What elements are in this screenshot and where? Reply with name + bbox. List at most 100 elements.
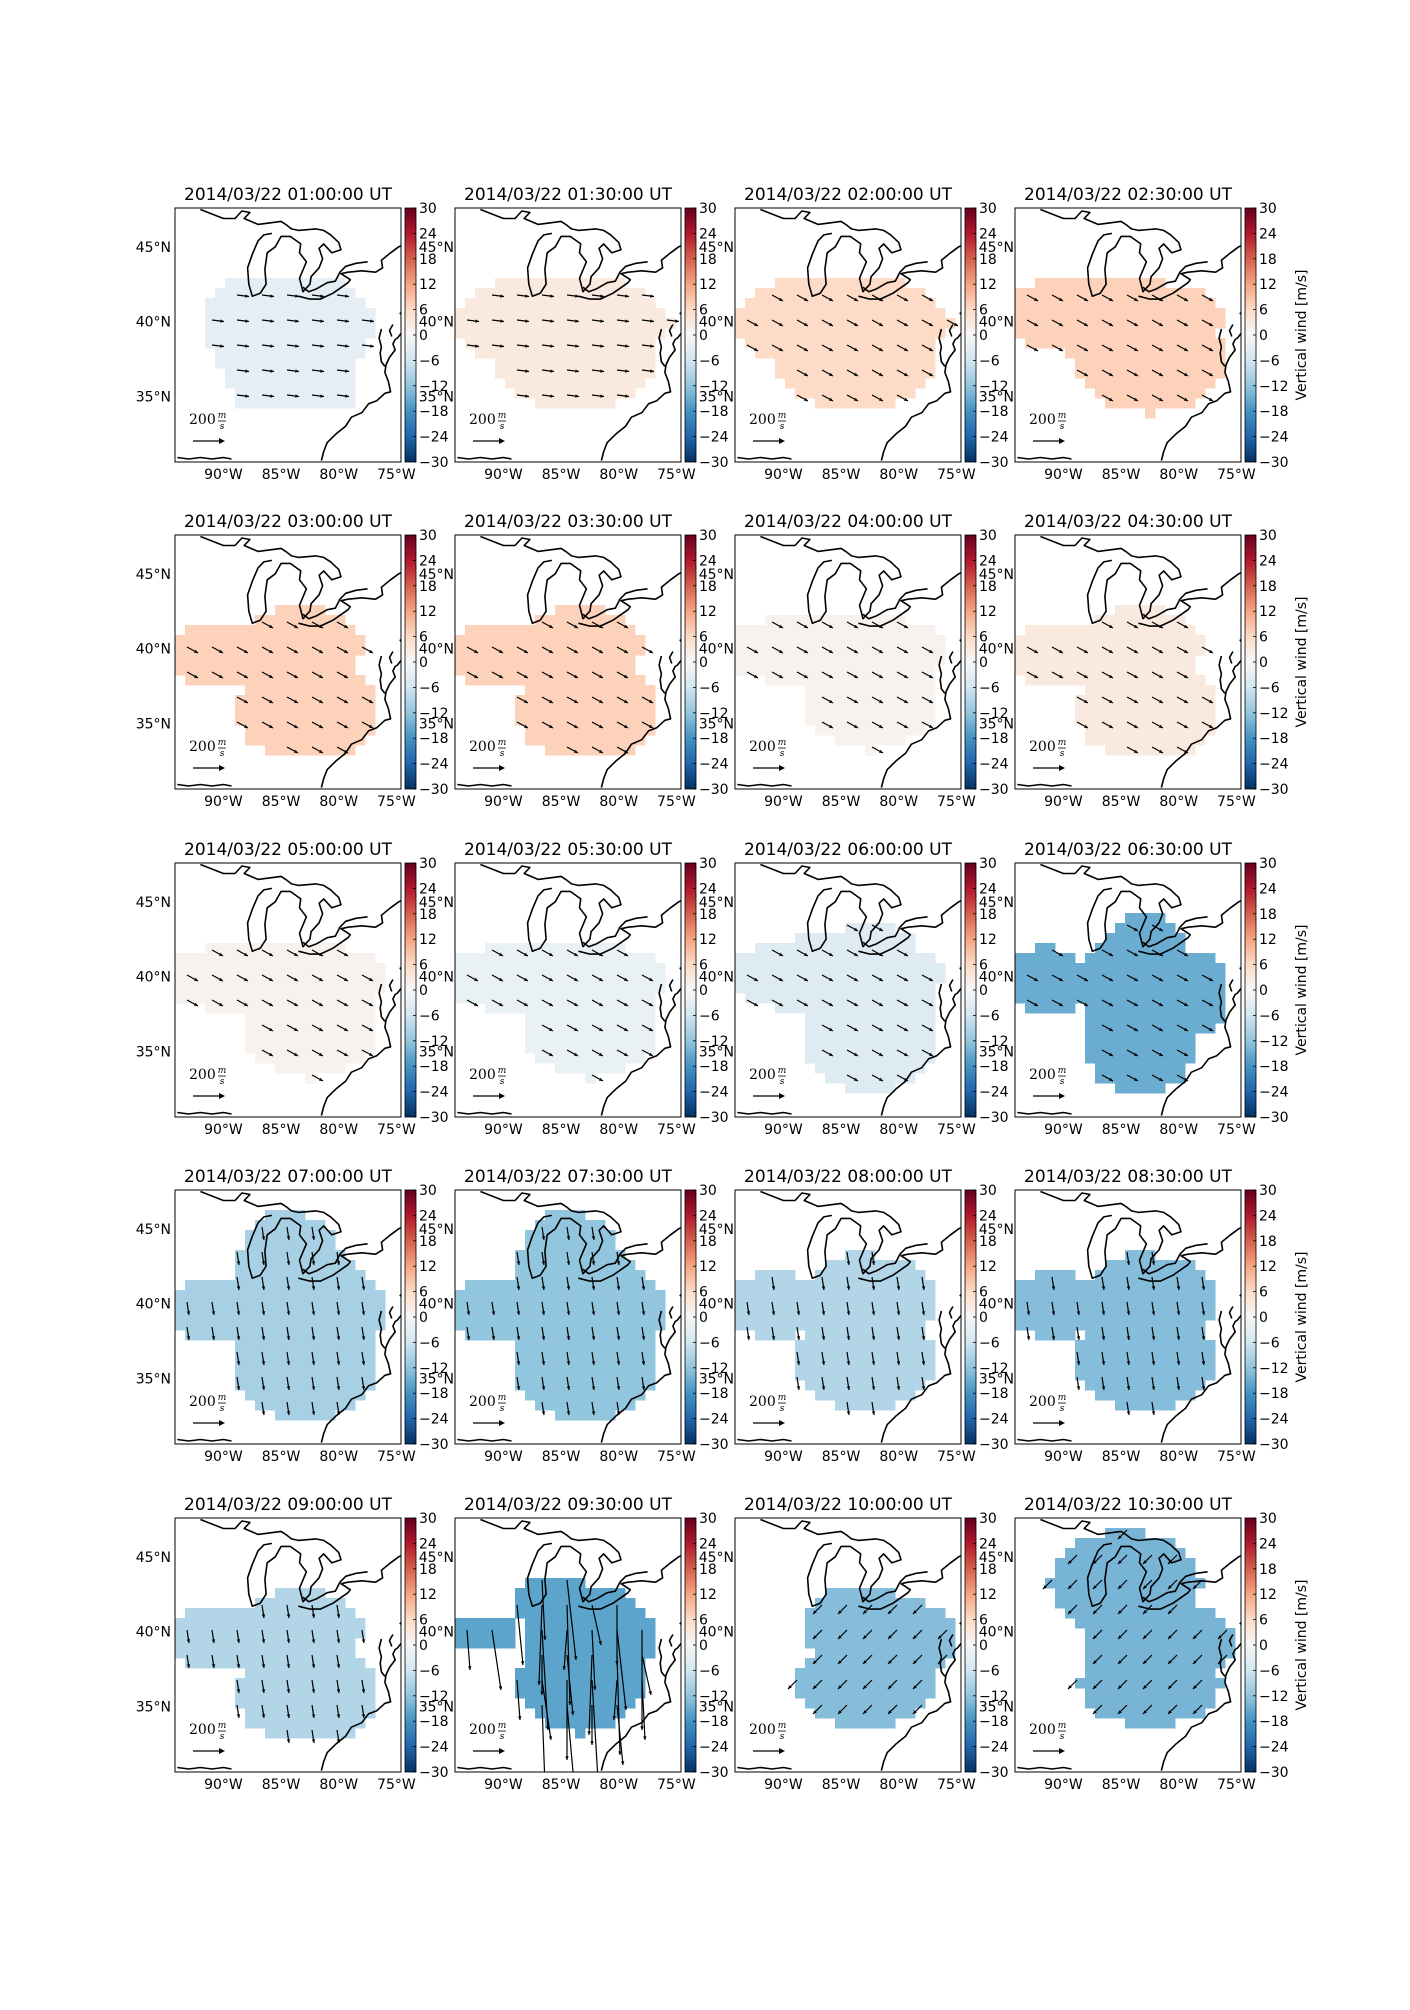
wind-cell <box>565 1390 576 1401</box>
wind-cell <box>555 1320 566 1331</box>
wind-cell <box>865 645 876 656</box>
wind-cell <box>235 715 246 726</box>
wind-cell <box>895 943 906 954</box>
arrow-head <box>754 674 758 678</box>
wind-cell <box>495 1290 506 1301</box>
wind-cell <box>875 1280 886 1291</box>
wind-cell <box>815 993 826 1004</box>
arrow-head <box>896 1361 901 1365</box>
colorbar-tick-label: 12 <box>979 277 997 293</box>
wind-cell <box>885 1360 896 1371</box>
wind-cell <box>815 715 826 726</box>
wind-cell <box>1145 655 1156 666</box>
wind-cell <box>935 963 946 974</box>
arrow-head <box>541 1361 546 1365</box>
wind-cell <box>235 1380 246 1391</box>
arrow-head <box>929 674 933 678</box>
wind-cell <box>535 398 546 409</box>
wind-cell <box>655 318 666 329</box>
wind-cell <box>345 635 356 646</box>
reference-unit-numerator: m <box>218 738 227 748</box>
arrow-head <box>904 397 908 401</box>
wind-cell <box>1085 665 1096 676</box>
wind-cell <box>905 1290 916 1301</box>
wind-cell <box>585 348 596 359</box>
wind-cell <box>215 348 226 359</box>
wind-cell <box>1185 665 1196 676</box>
wind-arrows <box>1026 924 1214 1082</box>
wind-cell <box>795 963 806 974</box>
wind-cell <box>1155 973 1166 984</box>
wind-cell <box>205 655 216 666</box>
wind-cell <box>625 1350 636 1361</box>
wind-cell <box>275 1043 286 1054</box>
wind-cell <box>815 705 826 716</box>
colorbar-tick-label: 24 <box>979 226 997 242</box>
arrow-head <box>1109 977 1113 981</box>
coastline-path <box>388 979 394 992</box>
wind-cell <box>1095 963 1106 974</box>
wind-cell <box>595 1043 606 1054</box>
lat-tick-label: 35°N <box>699 716 734 732</box>
wind-cell <box>525 635 536 646</box>
wind-cell <box>1055 983 1066 994</box>
wind-cell <box>815 388 826 399</box>
arrow-head <box>344 1052 348 1056</box>
wind-cell <box>1085 358 1096 369</box>
coastline-path <box>806 550 902 624</box>
arrow-head <box>904 674 908 678</box>
wind-cell <box>475 973 486 984</box>
wind-cell <box>875 1350 886 1361</box>
wind-arrows <box>746 1251 926 1416</box>
wind-cell <box>275 328 286 339</box>
wind-cell <box>635 328 646 339</box>
wind-cell <box>845 1290 856 1301</box>
arrow-head <box>320 344 324 348</box>
wind-cell <box>1135 338 1146 349</box>
wind-cell <box>615 1330 626 1341</box>
wind-cell <box>765 1310 776 1321</box>
wind-cell <box>315 368 326 379</box>
arrow-head <box>754 1002 758 1006</box>
colorbar-tick-label: −24 <box>419 1412 449 1428</box>
wind-cell <box>225 963 236 974</box>
wind-cell <box>205 943 216 954</box>
wind-cell <box>1105 735 1116 746</box>
arrow-head <box>319 1077 323 1081</box>
wind-cell <box>1155 338 1166 349</box>
wind-cell <box>1185 1043 1196 1054</box>
wind-cell <box>595 645 606 656</box>
wind-cell <box>335 328 346 339</box>
wind-cell <box>545 645 556 656</box>
wind-cell <box>895 973 906 984</box>
wind-cell <box>635 993 646 1004</box>
coastline-path <box>948 651 954 664</box>
colorbar-tick-label: 30 <box>419 201 437 217</box>
wind-cell <box>1035 338 1046 349</box>
reference-arrow-head <box>779 1093 785 1099</box>
wind-cell <box>575 1023 586 1034</box>
wind-cell <box>1105 1073 1116 1084</box>
coastline-path <box>737 456 792 460</box>
wind-cell <box>225 635 236 646</box>
wind-cell <box>1105 615 1116 626</box>
arrow-head <box>1109 699 1113 703</box>
wind-cell <box>605 1380 616 1391</box>
arrow-head <box>599 674 603 678</box>
wind-cell <box>1175 963 1186 974</box>
wind-cell <box>605 655 616 666</box>
arrow-head <box>499 977 503 981</box>
wind-cell <box>305 625 316 636</box>
arrow-head <box>574 952 578 956</box>
wind-cell <box>835 1350 846 1361</box>
arrow-head <box>566 1261 571 1265</box>
wind-cell <box>275 378 286 389</box>
arrow-head <box>871 1386 876 1390</box>
wind-cell <box>1155 933 1166 944</box>
coastline-path <box>246 878 342 952</box>
arrow-head <box>1159 397 1163 401</box>
wind-cell <box>1135 348 1146 359</box>
wind-cell <box>605 378 616 389</box>
wind-cell <box>875 1300 886 1311</box>
wind-cell <box>825 1063 836 1074</box>
